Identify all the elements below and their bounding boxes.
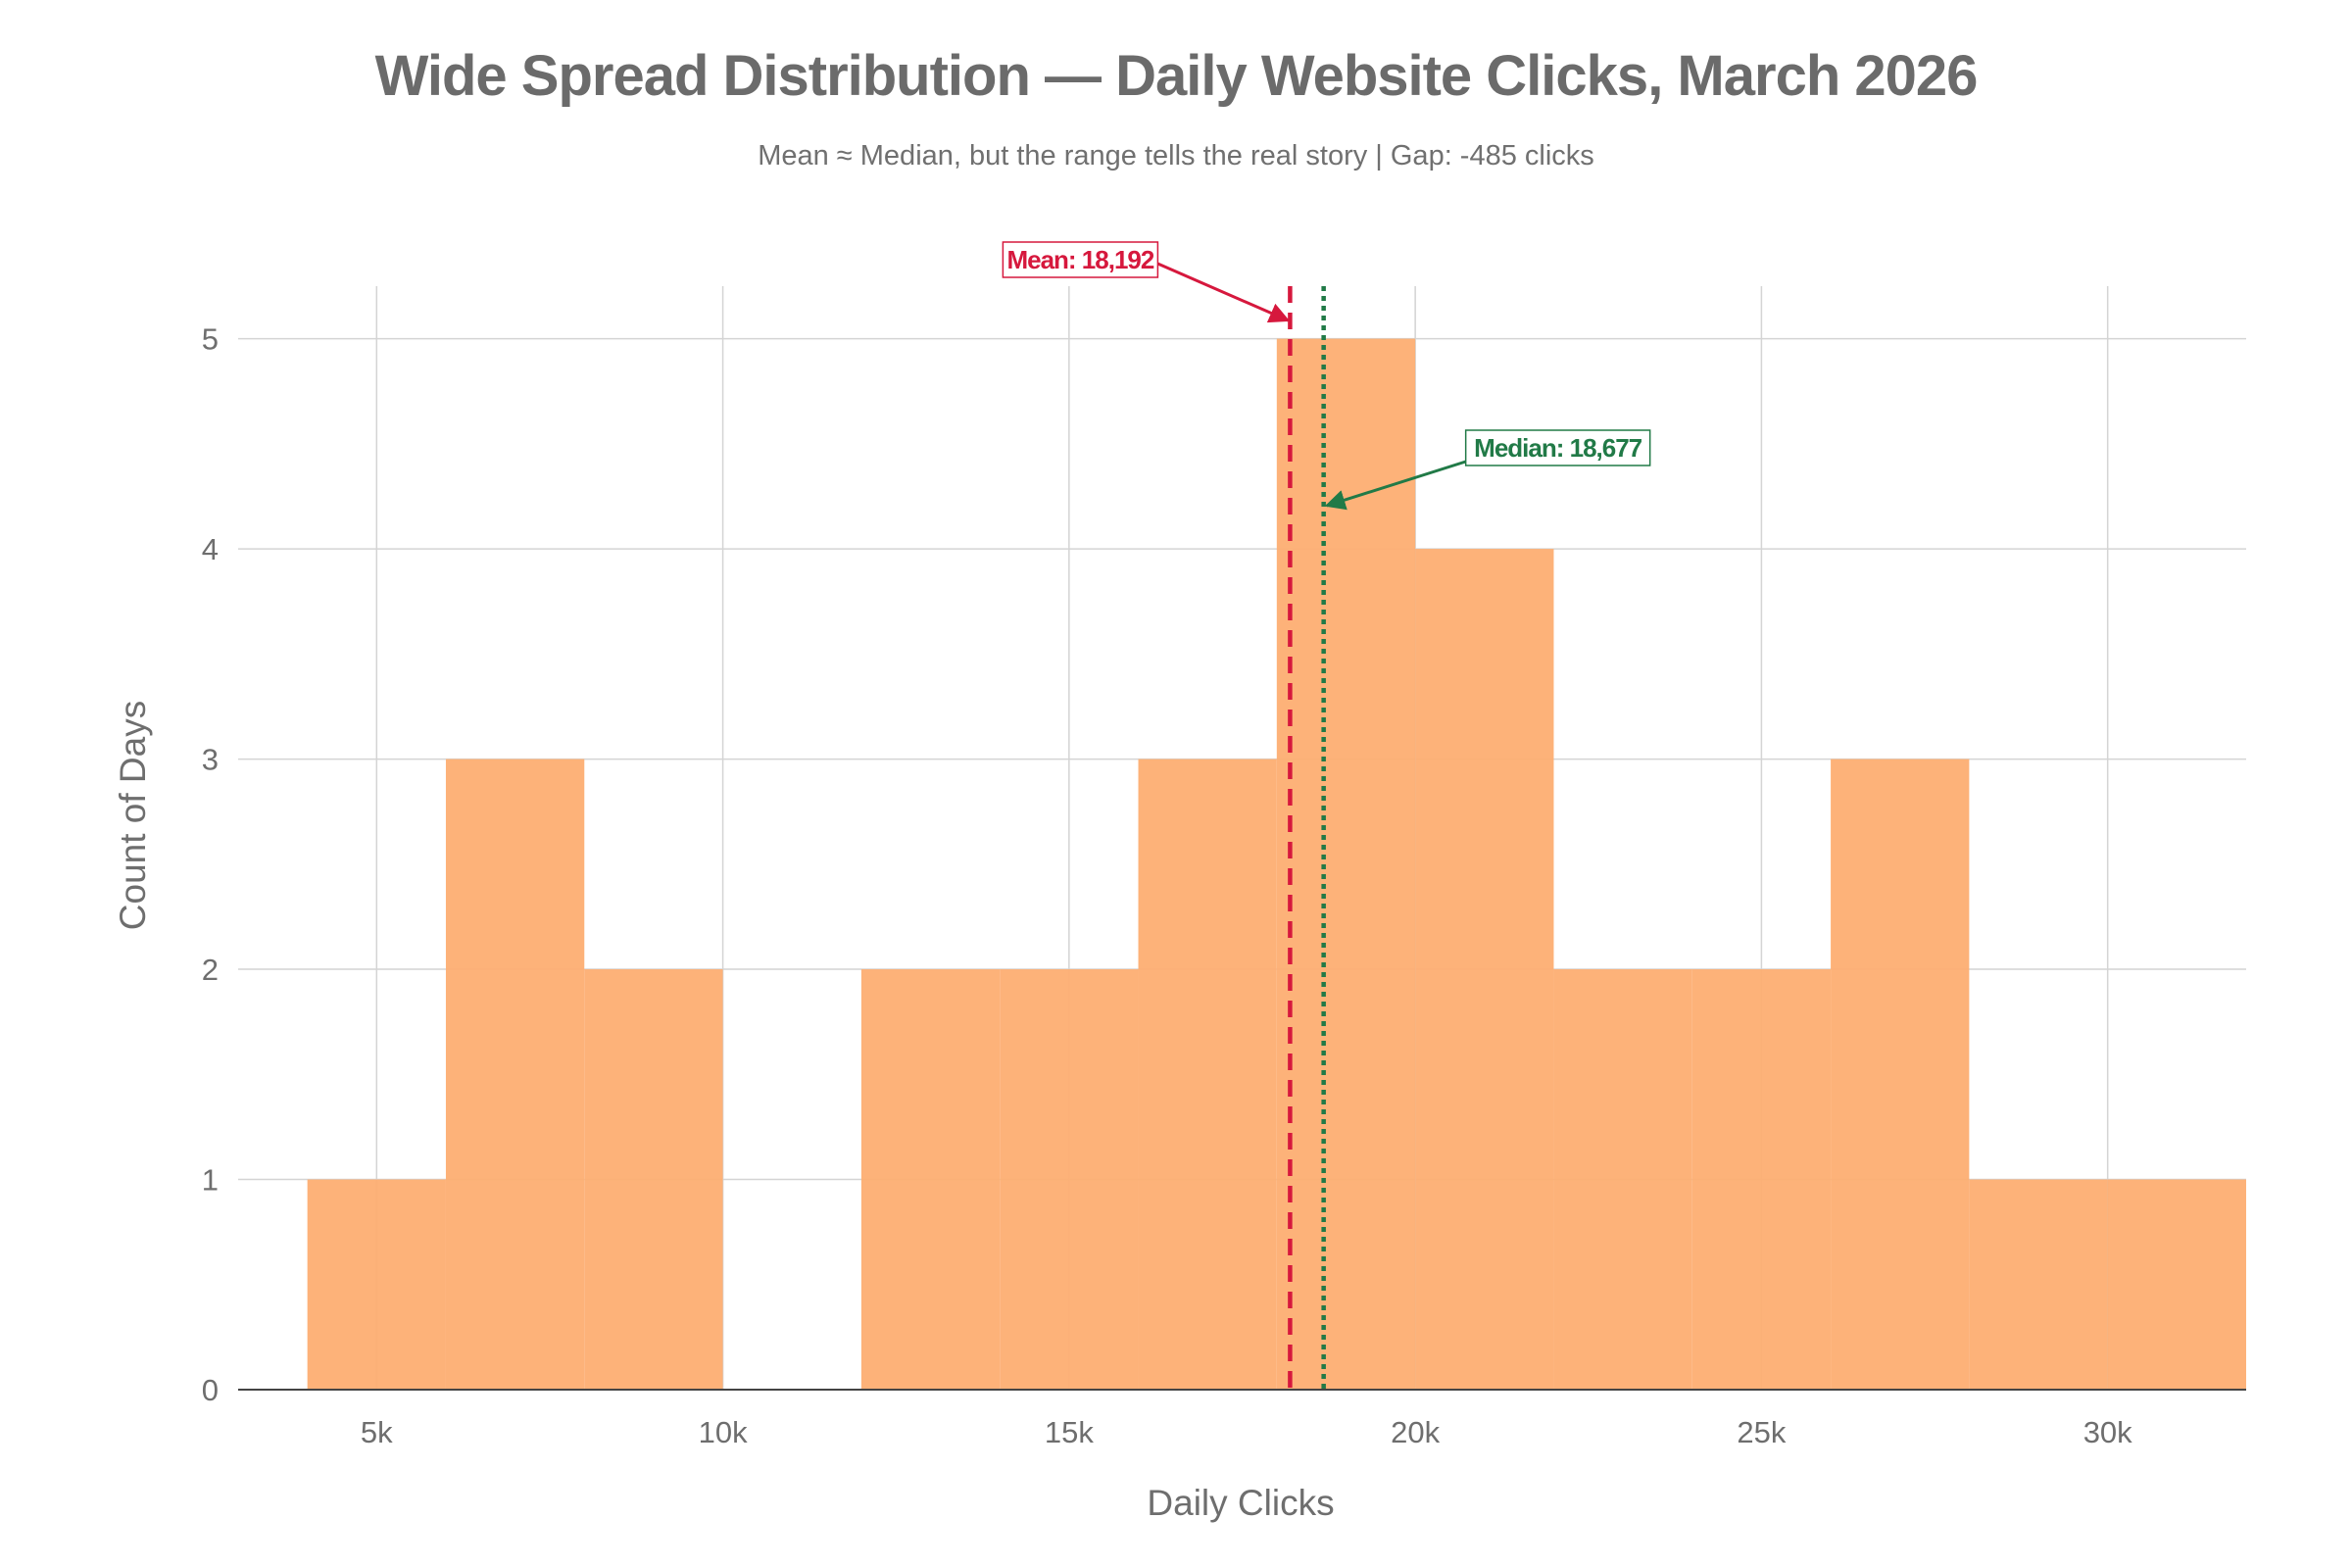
histogram-bar (1831, 759, 1970, 1390)
mean-annotation-box (1002, 241, 1159, 278)
y-tick-label: 3 (202, 743, 219, 777)
x-tick-label: 20k (1391, 1415, 1440, 1449)
tick-labels-layer: 5k 10k 15k 20k 25k 30k 0 1 2 3 4 5 (202, 322, 2132, 1449)
histogram-bar (445, 759, 585, 1390)
x-tick-label: 15k (1045, 1415, 1094, 1449)
x-tick-label: 30k (2083, 1415, 2132, 1449)
histogram-bar (2107, 1179, 2246, 1390)
mean-annotation-label: Mean: 18,192 (1006, 245, 1153, 274)
y-tick-label: 4 (202, 532, 219, 566)
histogram-bar (860, 969, 1001, 1390)
x-tick-label: 25k (1737, 1415, 1786, 1449)
y-tick-label: 0 (202, 1373, 219, 1407)
y-axis-title: Count of Days (113, 701, 153, 930)
histogram-bar (307, 1179, 446, 1390)
y-tick-label: 5 (202, 322, 219, 357)
x-tick-label: 5k (361, 1415, 393, 1449)
histogram-bar (1138, 759, 1277, 1390)
x-tick-label: 10k (699, 1415, 748, 1449)
reference-lines-layer: Mean: 18,192 Median: 18,677 (1002, 241, 1651, 1390)
chart-title: Wide Spread Distribution — Daily Website… (374, 44, 1979, 108)
histogram-bar (1000, 969, 1139, 1390)
bars-layer (307, 338, 2246, 1391)
median-annotation-label: Median: 18,677 (1474, 433, 1642, 463)
x-axis-title: Daily Clicks (1147, 1483, 1334, 1523)
histogram-bar (584, 969, 723, 1390)
y-tick-label: 1 (202, 1163, 219, 1198)
histogram-bar (1969, 1179, 2108, 1390)
histogram-bar (1691, 969, 1832, 1390)
histogram-bar (1553, 969, 1692, 1390)
median-annotation-box (1464, 429, 1651, 466)
y-tick-label: 2 (202, 953, 219, 987)
histogram-bar (1276, 338, 1416, 1391)
chart-subtitle: Mean ≈ Median, but the range tells the r… (758, 140, 1594, 172)
histogram-bar (1415, 549, 1554, 1390)
median-annotation-arrow (1324, 460, 1467, 511)
mean-annotation-arrow (1156, 262, 1291, 323)
